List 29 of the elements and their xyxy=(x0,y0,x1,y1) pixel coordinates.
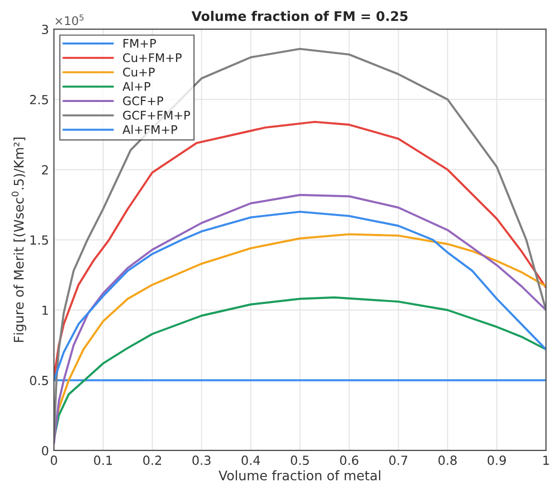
x-tick-label: 0.9 xyxy=(488,456,506,466)
legend-label: GCF+FM+P xyxy=(123,110,190,120)
x-tick-label: 0.6 xyxy=(340,456,358,466)
legend-label: Cu+FM+P xyxy=(123,53,182,62)
legend-label: GCF+P xyxy=(123,96,164,106)
x-tick-label: 0.5 xyxy=(290,456,309,466)
y-tick-label: 2.5 xyxy=(30,94,48,104)
y-tick-label: 2 xyxy=(42,165,48,174)
y-tick-label: 0.5 xyxy=(30,376,48,386)
x-tick-label: 0.2 xyxy=(143,456,162,466)
y-axis-title: Figure of Merit [(Wsec$^{0}$.5)/Km²] xyxy=(12,138,26,342)
legend-label: Al+P xyxy=(122,82,150,91)
y-tick-label: 1 xyxy=(42,306,48,315)
x-tick-label: 0.7 xyxy=(389,456,408,466)
x-tick-label: 1 xyxy=(543,456,549,465)
x-tick-label: 0.8 xyxy=(438,456,457,466)
y-tick-label: 0 xyxy=(42,446,48,456)
x-tick-label: 0.1 xyxy=(94,456,112,466)
legend-label: FM+P xyxy=(124,39,156,48)
x-tick-label: 0.3 xyxy=(192,456,210,466)
legend-label: Al+FM+P xyxy=(122,124,178,134)
y-tick-label: 1.5 xyxy=(30,235,48,245)
legend-label: Cu+P xyxy=(123,68,155,77)
x-axis-title: Volume fraction of metal xyxy=(218,470,380,480)
x-tick-label: 0.4 xyxy=(242,456,260,466)
y-tick-label: 3 xyxy=(42,24,48,34)
chart-title: Volume fraction of FM = 0.25 xyxy=(192,10,408,22)
text: ×10$^{5}$ xyxy=(56,14,84,26)
x-tick-label: 0 xyxy=(50,456,58,466)
